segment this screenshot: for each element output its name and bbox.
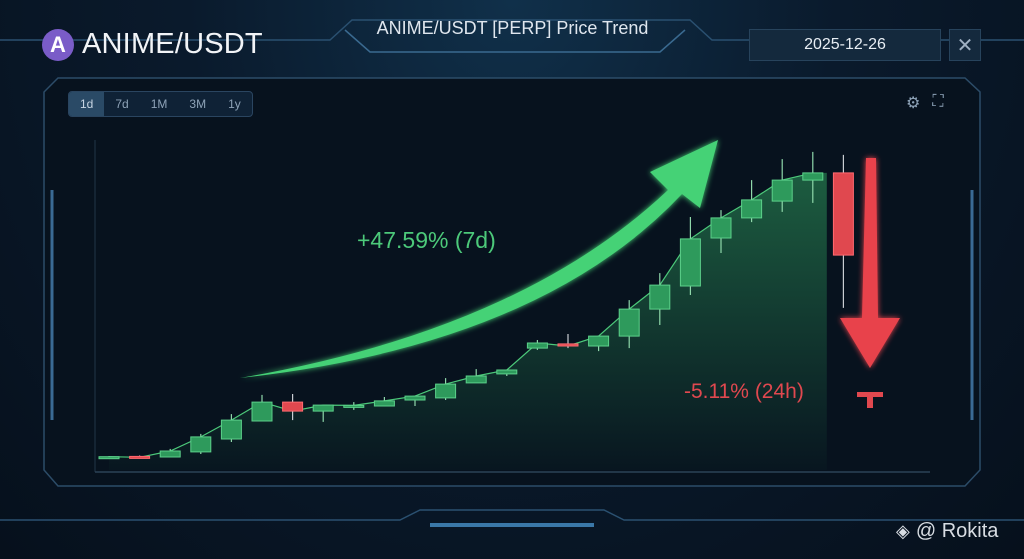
- gain-annotation: +47.59% (7d): [357, 227, 496, 253]
- loss-annotation: -5.11% (24h): [684, 380, 804, 403]
- timeframe-3m[interactable]: 3M: [189, 97, 207, 111]
- candle-7: [282, 394, 304, 421]
- candle-body: [98, 456, 120, 460]
- candle-body: [741, 199, 763, 219]
- brand-logo: A ANIME/USDT: [42, 28, 263, 61]
- candle-8: [312, 404, 334, 422]
- candle-19: [649, 273, 671, 325]
- candle-body: [465, 375, 487, 384]
- candle-17: [588, 335, 610, 352]
- candle-body: [526, 342, 548, 349]
- candle-body: [343, 404, 365, 408]
- timeframe-7d[interactable]: 7d: [115, 97, 129, 111]
- candle-body: [251, 401, 273, 422]
- candle-body: [649, 284, 671, 310]
- candle-13: [465, 369, 487, 384]
- candle-2: [129, 455, 151, 459]
- candle-body: [129, 455, 151, 459]
- trend-down-arrow: [840, 158, 900, 368]
- small-red-candle-icon: [857, 392, 883, 408]
- candle-10: [373, 397, 395, 407]
- candle-body: [771, 179, 793, 202]
- candle-body: [679, 238, 701, 287]
- candle-body: [220, 419, 242, 440]
- chart-title: ANIME/USDT [PERP] Price Trend: [376, 18, 649, 38]
- candle-body: [557, 343, 579, 347]
- candle-15: [526, 340, 548, 350]
- timeframe-selector: 1d 7d 1M 3M 1y: [68, 91, 253, 117]
- candle-4: [190, 433, 212, 454]
- candle-22: [741, 180, 763, 223]
- timeframe-1d[interactable]: 1d: [69, 92, 105, 116]
- candle-1: [98, 456, 120, 460]
- candle-18: [618, 300, 640, 349]
- candle-body: [190, 436, 212, 453]
- candle-12: [435, 378, 457, 400]
- candle-16: [557, 334, 579, 349]
- pair-name: ANIME/USDT: [82, 28, 263, 60]
- candle-6: [251, 394, 273, 422]
- candle-body: [802, 172, 824, 181]
- date-field[interactable]: 2025-12-26: [749, 29, 941, 61]
- candle-3: [159, 448, 181, 458]
- candle-body: [373, 400, 395, 407]
- candle-body: [312, 404, 334, 412]
- candle-body: [832, 172, 854, 256]
- timeframe-1m[interactable]: 1M: [150, 97, 168, 111]
- trend-up-arrow: [240, 140, 718, 378]
- candle-9: [343, 402, 365, 410]
- fullscreen-icon[interactable]: ⛶: [932, 93, 944, 110]
- candle-5: [220, 414, 242, 442]
- candle-body: [496, 369, 518, 375]
- watermark: ◈ @ Rokita: [896, 520, 998, 543]
- candle-body: [588, 335, 610, 347]
- timeframe-1y[interactable]: 1y: [228, 97, 241, 111]
- candle-25: [832, 154, 854, 308]
- candle-body: [710, 217, 732, 239]
- candle-23: [771, 159, 793, 212]
- candle-14: [496, 369, 518, 376]
- candle-body: [282, 401, 304, 412]
- candle-body: [618, 308, 640, 337]
- binance-diamond-icon: ◈: [896, 521, 910, 541]
- price-area-fill: [109, 172, 827, 470]
- candle-body: [404, 395, 426, 401]
- close-icon[interactable]: ✕: [949, 29, 981, 61]
- candle-24: [802, 151, 824, 203]
- candle-20: [679, 217, 701, 295]
- candle-11: [404, 395, 426, 406]
- candle-body: [159, 450, 181, 458]
- candle-body: [435, 383, 457, 399]
- watermark-text: @ Rokita: [915, 520, 999, 542]
- gear-icon[interactable]: ⚙: [906, 95, 921, 112]
- anime-logo-icon: A: [42, 28, 74, 61]
- candle-21: [710, 210, 732, 253]
